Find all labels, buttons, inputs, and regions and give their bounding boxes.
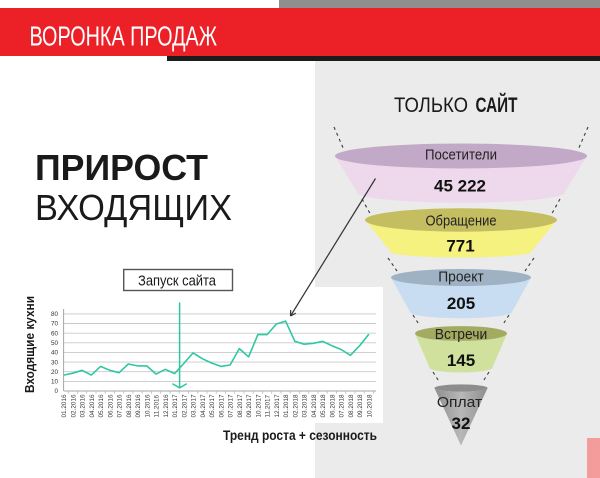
- svg-text:08.2017: 08.2017: [237, 394, 244, 418]
- svg-text:11.2017: 11.2017: [265, 394, 272, 417]
- svg-text:12.2016: 12.2016: [163, 394, 170, 418]
- svg-text:ВХОДЯЩИХ: ВХОДЯЩИХ: [35, 187, 232, 228]
- svg-text:ПРИРОСТ: ПРИРОСТ: [35, 147, 208, 188]
- svg-text:205: 205: [447, 294, 475, 313]
- svg-text:САЙТ: САЙТ: [476, 93, 518, 117]
- svg-text:12.2017: 12.2017: [274, 394, 281, 418]
- svg-text:45 222: 45 222: [434, 176, 486, 195]
- svg-text:Проект: Проект: [438, 268, 484, 285]
- svg-text:ВОРОНКА ПРОДАЖ: ВОРОНКА ПРОДАЖ: [30, 21, 218, 52]
- svg-text:Тренд роста + сезонность: Тренд роста + сезонность: [223, 428, 377, 443]
- svg-text:03.2018: 03.2018: [302, 394, 309, 418]
- svg-text:32: 32: [452, 414, 471, 433]
- svg-text:04.2017: 04.2017: [200, 394, 207, 418]
- svg-text:70: 70: [51, 321, 59, 328]
- svg-text:04.2016: 04.2016: [89, 394, 96, 418]
- svg-text:Оплат: Оплат: [437, 394, 482, 411]
- svg-text:08.2016: 08.2016: [126, 394, 133, 418]
- svg-text:06.2017: 06.2017: [218, 394, 225, 418]
- svg-text:Обращение: Обращение: [426, 213, 497, 230]
- svg-text:Входящие кухни: Входящие кухни: [22, 296, 37, 393]
- svg-text:Встречи: Встречи: [435, 326, 488, 343]
- svg-text:03.2016: 03.2016: [80, 394, 87, 418]
- svg-text:03.2017: 03.2017: [191, 394, 198, 418]
- svg-text:50: 50: [51, 340, 59, 347]
- svg-text:05.2017: 05.2017: [209, 394, 216, 418]
- svg-text:Посетители: Посетители: [425, 146, 497, 163]
- svg-text:10: 10: [51, 379, 59, 386]
- svg-text:60: 60: [51, 330, 59, 337]
- svg-text:10.2017: 10.2017: [256, 394, 263, 418]
- svg-text:08.2018: 08.2018: [348, 394, 355, 418]
- svg-text:02.2016: 02.2016: [70, 394, 77, 418]
- svg-text:04.2018: 04.2018: [311, 394, 318, 418]
- svg-text:09.2017: 09.2017: [246, 394, 253, 418]
- svg-text:771: 771: [446, 236, 474, 255]
- svg-text:07.2017: 07.2017: [228, 394, 235, 418]
- svg-text:ТОЛЬКО: ТОЛЬКО: [394, 94, 468, 117]
- svg-text:09.2016: 09.2016: [135, 394, 142, 418]
- svg-text:09.2018: 09.2018: [357, 394, 364, 418]
- svg-text:07.2018: 07.2018: [339, 394, 346, 418]
- svg-text:05.2016: 05.2016: [98, 394, 105, 418]
- svg-text:Запуск сайта: Запуск сайта: [138, 273, 217, 290]
- svg-text:11.2016: 11.2016: [154, 394, 161, 417]
- svg-text:145: 145: [447, 351, 475, 370]
- svg-text:02.2018: 02.2018: [293, 394, 300, 418]
- svg-text:80: 80: [51, 311, 59, 318]
- svg-text:01.2017: 01.2017: [172, 394, 179, 418]
- svg-text:0: 0: [54, 388, 58, 395]
- svg-text:10.2018: 10.2018: [367, 394, 374, 418]
- svg-text:01.2018: 01.2018: [283, 394, 290, 418]
- svg-text:20: 20: [51, 369, 59, 376]
- svg-text:06.2018: 06.2018: [330, 394, 337, 418]
- svg-text:01.2016: 01.2016: [61, 394, 68, 418]
- svg-text:02.2017: 02.2017: [181, 394, 188, 418]
- svg-text:10.2016: 10.2016: [144, 394, 151, 418]
- svg-text:30: 30: [51, 359, 59, 366]
- svg-text:06.2016: 06.2016: [107, 394, 114, 418]
- svg-text:40: 40: [51, 350, 59, 357]
- svg-text:07.2016: 07.2016: [117, 394, 124, 418]
- svg-text:05.2018: 05.2018: [320, 394, 327, 418]
